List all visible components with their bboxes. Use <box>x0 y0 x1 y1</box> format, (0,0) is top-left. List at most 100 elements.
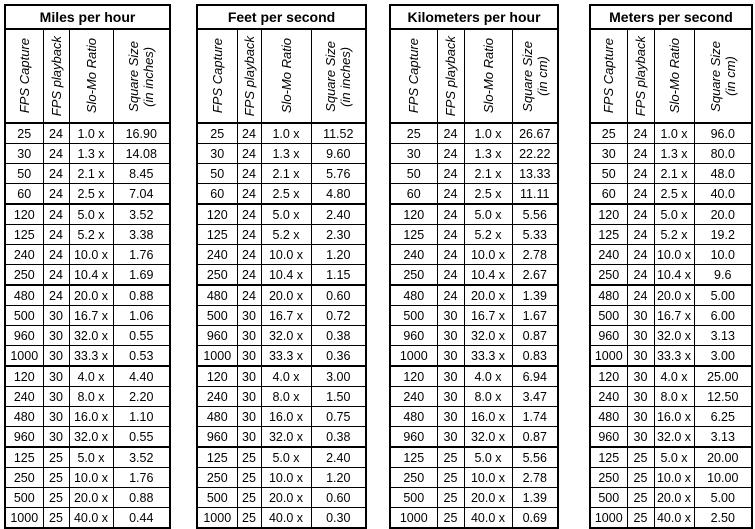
cell: 500 <box>196 305 238 326</box>
data-row: 120 30 4.0 x 25.00 <box>589 365 753 387</box>
cell: 2.5 x <box>68 183 114 205</box>
cell: 13.33 <box>511 163 559 184</box>
cell: 2.1 x <box>463 163 513 184</box>
cell: 10.0 x <box>653 244 695 265</box>
cell: 30 <box>436 325 465 346</box>
cell: 30 <box>436 345 465 367</box>
cell: 25 <box>236 467 262 488</box>
cell: 24 <box>236 224 262 245</box>
cell: 5.0 x <box>260 446 312 468</box>
cell: 25 <box>196 122 238 144</box>
data-row: 960 30 32.0 x 0.38 <box>196 426 367 448</box>
cell: 33.3 x <box>260 345 312 367</box>
cell: 2.78 <box>511 467 559 488</box>
cell: 0.83 <box>511 345 559 367</box>
data-row: 250 25 10.0 x 10.00 <box>589 467 753 488</box>
cell: 24 <box>236 122 262 144</box>
data-row: 960 30 32.0 x 3.13 <box>589 426 753 448</box>
cell: 30 <box>236 365 262 387</box>
cell: 1.3 x <box>260 143 312 164</box>
cell: 1000 <box>589 507 628 529</box>
cell: 4.0 x <box>653 365 695 387</box>
cell: 30 <box>626 386 655 407</box>
cell: 24 <box>436 163 465 184</box>
cell: 20.0 x <box>260 487 312 508</box>
title-row: Miles per hour <box>4 4 171 30</box>
cell: 120 <box>196 365 238 387</box>
header-text: FPS Capture <box>17 38 32 113</box>
data-row: 480 24 20.0 x 0.60 <box>196 284 367 306</box>
cell: 30 <box>236 325 262 346</box>
cell: 25 <box>589 122 628 144</box>
cell: 1.0 x <box>653 122 695 144</box>
data-row: 120 30 4.0 x 6.94 <box>389 365 559 387</box>
cell: 24 <box>626 264 655 286</box>
cell: 32.0 x <box>653 426 695 448</box>
column-header: FPS Capture <box>196 28 238 124</box>
cell: 960 <box>4 325 44 346</box>
cell: 24 <box>626 122 655 144</box>
cell: 16.7 x <box>68 305 114 326</box>
cell: 20.0 <box>693 203 753 225</box>
data-row: 1000 25 40.0 x 0.44 <box>4 507 171 529</box>
column-header: Slo-Mo Ratio <box>463 28 513 124</box>
data-row: 960 30 32.0 x 0.87 <box>389 325 559 346</box>
cell: 32.0 x <box>463 426 513 448</box>
cell: 48.0 <box>693 163 753 184</box>
cell: 960 <box>589 426 628 448</box>
header-text: FPS playback <box>443 36 458 116</box>
cell: 120 <box>4 365 44 387</box>
cell: 1.69 <box>112 264 171 286</box>
cell: 0.30 <box>310 507 367 529</box>
cell: 25 <box>236 507 262 529</box>
cell: 16.7 x <box>653 305 695 326</box>
column-header: FPS playback <box>42 28 70 124</box>
cell: 25 <box>42 446 70 468</box>
data-row: 240 24 10.0 x 1.76 <box>4 244 171 265</box>
cell: 30 <box>236 426 262 448</box>
cell: 125 <box>196 446 238 468</box>
header-text: Slo-Mo Ratio <box>279 38 294 113</box>
cell: 16.0 x <box>653 406 695 427</box>
cell: 33.3 x <box>68 345 114 367</box>
header-text: FPS Capture <box>406 38 421 113</box>
cell: 40.0 x <box>463 507 513 529</box>
cell: 33.3 x <box>653 345 695 367</box>
cell: 30 <box>196 143 238 164</box>
cell: 2.78 <box>511 244 559 265</box>
cell: 5.76 <box>310 163 367 184</box>
data-row: 480 24 20.0 x 0.88 <box>4 284 171 306</box>
cell: 16.0 x <box>68 406 114 427</box>
cell: 25 <box>236 487 262 508</box>
cell: 3.52 <box>112 203 171 225</box>
cell: 480 <box>4 406 44 427</box>
data-row: 50 24 2.1 x 5.76 <box>196 163 367 184</box>
cell: 24 <box>436 122 465 144</box>
cell: 2.40 <box>310 203 367 225</box>
cell: 30 <box>626 345 655 367</box>
cell: 120 <box>589 365 628 387</box>
data-row: 1000 25 40.0 x 0.30 <box>196 507 367 529</box>
cell: 24 <box>436 264 465 286</box>
cell: 250 <box>389 467 438 488</box>
cell: 960 <box>389 325 438 346</box>
cell: 9.6 <box>693 264 753 286</box>
data-row: 250 24 10.4 x 9.6 <box>589 264 753 286</box>
cell: 0.87 <box>511 426 559 448</box>
cell: 240 <box>389 386 438 407</box>
cell: 960 <box>196 426 238 448</box>
cell: 500 <box>589 305 628 326</box>
header-line: Slo-Mo Ratio <box>83 38 99 114</box>
cell: 25 <box>626 487 655 508</box>
cell: 3.00 <box>310 365 367 387</box>
cell: 1.0 x <box>68 122 114 144</box>
cell: 40.0 <box>693 183 753 205</box>
cell: 2.50 <box>693 507 753 529</box>
header-text: Slo-Mo Ratio <box>481 38 496 113</box>
header-text: Slo-Mo Ratio <box>84 38 99 113</box>
cell: 1000 <box>196 507 238 529</box>
cell: 3.13 <box>693 426 753 448</box>
cell: 1000 <box>389 345 438 367</box>
table-title: Meters per second <box>589 4 753 30</box>
data-row: 125 24 5.2 x 2.30 <box>196 224 367 245</box>
